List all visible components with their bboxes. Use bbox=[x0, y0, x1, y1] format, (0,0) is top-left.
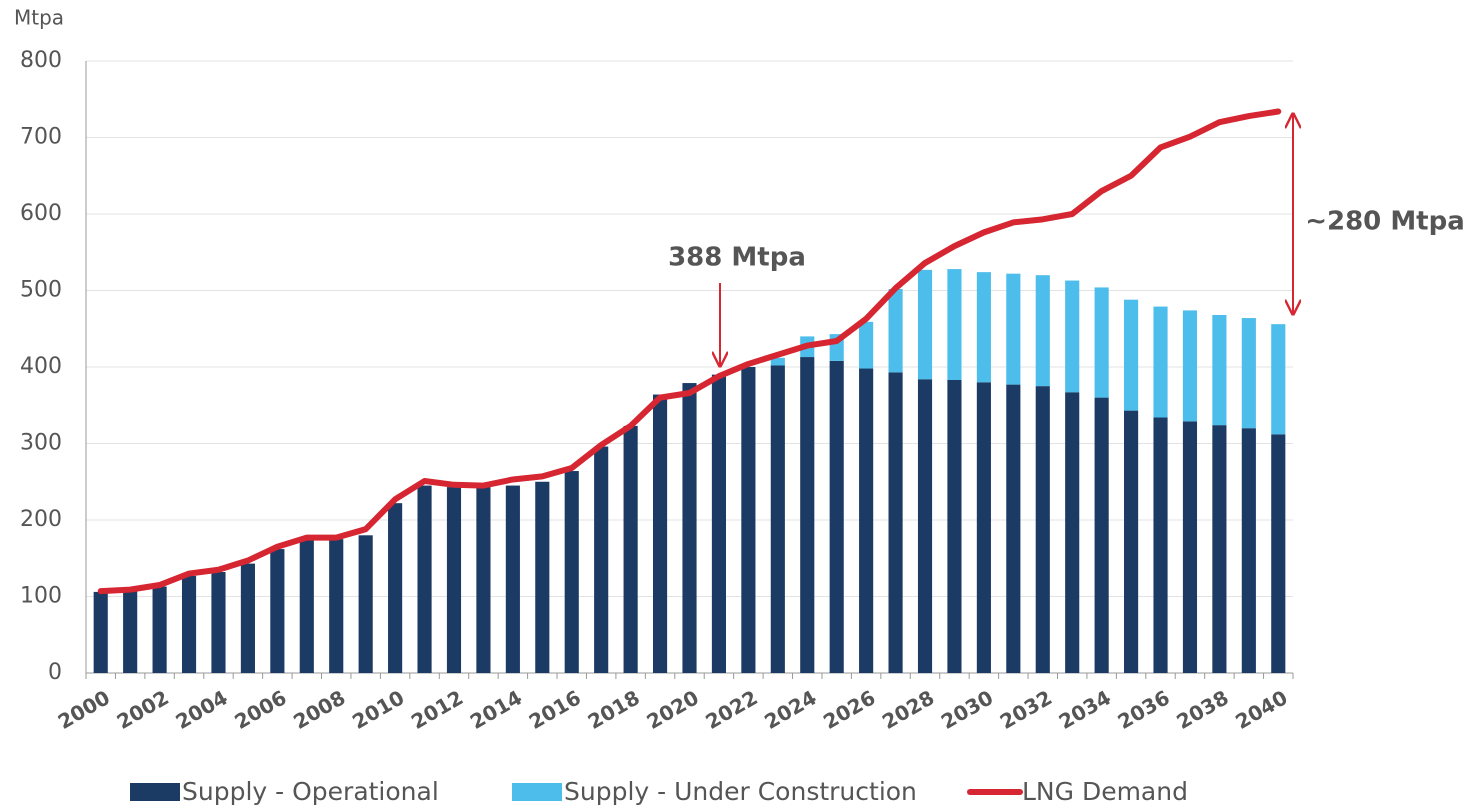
bar bbox=[505, 485, 520, 673]
x-tick-label: 2030 bbox=[937, 685, 997, 734]
x-tick-label: 2004 bbox=[172, 685, 232, 734]
legend-swatch bbox=[130, 783, 180, 801]
x-tick-label: 2020 bbox=[643, 685, 703, 734]
x-tick-label: 2012 bbox=[407, 685, 467, 734]
bar bbox=[1035, 386, 1050, 673]
bar bbox=[682, 383, 697, 673]
x-tick-label: 2008 bbox=[289, 685, 349, 734]
x-tick-label: 2002 bbox=[113, 685, 173, 734]
y-tick-label: 100 bbox=[20, 584, 62, 609]
bar bbox=[917, 379, 933, 673]
bar bbox=[1271, 434, 1286, 673]
bar bbox=[1065, 280, 1080, 393]
bar bbox=[976, 272, 991, 383]
bar bbox=[1153, 306, 1168, 418]
legend-label: LNG Demand bbox=[1022, 777, 1188, 806]
bar bbox=[535, 481, 550, 673]
bar bbox=[358, 535, 373, 673]
bar bbox=[152, 586, 167, 673]
x-tick-label: 2026 bbox=[819, 685, 879, 734]
bar bbox=[594, 446, 609, 673]
x-tick-label: 2034 bbox=[1055, 685, 1115, 734]
x-tick-label: 2032 bbox=[996, 685, 1056, 734]
bar bbox=[329, 539, 344, 673]
bar bbox=[1212, 425, 1227, 673]
bar bbox=[829, 360, 844, 673]
x-tick-label: 2036 bbox=[1114, 685, 1174, 734]
bar bbox=[711, 374, 727, 673]
bar bbox=[181, 575, 197, 673]
y-tick-label: 700 bbox=[20, 125, 62, 150]
y-tick-label: 400 bbox=[20, 354, 62, 379]
y-tick-label: 200 bbox=[20, 507, 62, 532]
bar bbox=[1153, 417, 1168, 673]
bar bbox=[1124, 299, 1139, 411]
x-tick-label: 2038 bbox=[1172, 685, 1232, 734]
bar bbox=[1124, 410, 1139, 673]
bar bbox=[800, 357, 815, 673]
x-tick-label: 2018 bbox=[584, 685, 644, 734]
bar bbox=[1065, 392, 1080, 673]
bar bbox=[270, 549, 285, 673]
bar bbox=[1241, 428, 1256, 673]
bar bbox=[859, 321, 874, 369]
bar bbox=[1006, 273, 1021, 385]
bar bbox=[770, 365, 785, 673]
bar bbox=[123, 591, 138, 673]
bar bbox=[1094, 397, 1109, 673]
bar bbox=[1212, 314, 1227, 426]
x-tick-label: 2016 bbox=[525, 685, 585, 734]
legend-swatch bbox=[512, 783, 562, 801]
bar bbox=[741, 367, 756, 673]
x-tick-label: 2010 bbox=[348, 685, 408, 734]
bar bbox=[652, 394, 668, 673]
bar bbox=[1271, 324, 1286, 435]
y-tick-label: 800 bbox=[20, 48, 62, 73]
bar bbox=[1094, 287, 1109, 398]
y-axis-label: Mtpa bbox=[14, 6, 64, 30]
bar bbox=[947, 380, 962, 673]
bar bbox=[240, 563, 255, 673]
legend-label: Supply - Operational bbox=[182, 777, 439, 806]
y-tick-label: 300 bbox=[20, 431, 62, 456]
bar bbox=[1006, 384, 1021, 673]
bar bbox=[976, 382, 991, 673]
x-tick-label: 2006 bbox=[230, 685, 290, 734]
annotation: ~280 Mtpa bbox=[1305, 207, 1465, 237]
bar bbox=[917, 269, 933, 380]
bar bbox=[564, 471, 579, 673]
bar bbox=[417, 485, 432, 673]
bar bbox=[888, 372, 903, 673]
bar bbox=[1182, 421, 1198, 673]
bar bbox=[888, 288, 903, 373]
bar bbox=[1241, 318, 1256, 429]
line bbox=[97, 108, 1282, 595]
bar bbox=[211, 572, 226, 673]
bar bbox=[623, 425, 638, 673]
bar bbox=[947, 269, 962, 381]
x-tick-label: 2000 bbox=[54, 685, 114, 734]
x-tick-label: 2040 bbox=[1231, 685, 1291, 734]
x-tick-label: 2014 bbox=[466, 685, 526, 734]
x-tick-label: 2028 bbox=[878, 685, 938, 734]
x-tick-label: 2022 bbox=[701, 685, 761, 734]
y-tick-label: 600 bbox=[20, 201, 62, 226]
bar bbox=[476, 487, 491, 673]
x-tick-label: 2024 bbox=[760, 685, 820, 734]
bar bbox=[299, 539, 314, 673]
y-tick-label: 0 bbox=[48, 660, 62, 685]
bar bbox=[1182, 310, 1198, 422]
legend-label: Supply - Under Construction bbox=[564, 777, 917, 806]
bar bbox=[388, 503, 403, 673]
bar bbox=[859, 368, 874, 673]
annotation: 388 Mtpa bbox=[668, 243, 806, 273]
bar bbox=[446, 487, 462, 673]
y-tick-label: 500 bbox=[20, 278, 62, 303]
bar bbox=[1035, 275, 1050, 387]
bar bbox=[93, 591, 108, 673]
bar bbox=[770, 357, 785, 366]
